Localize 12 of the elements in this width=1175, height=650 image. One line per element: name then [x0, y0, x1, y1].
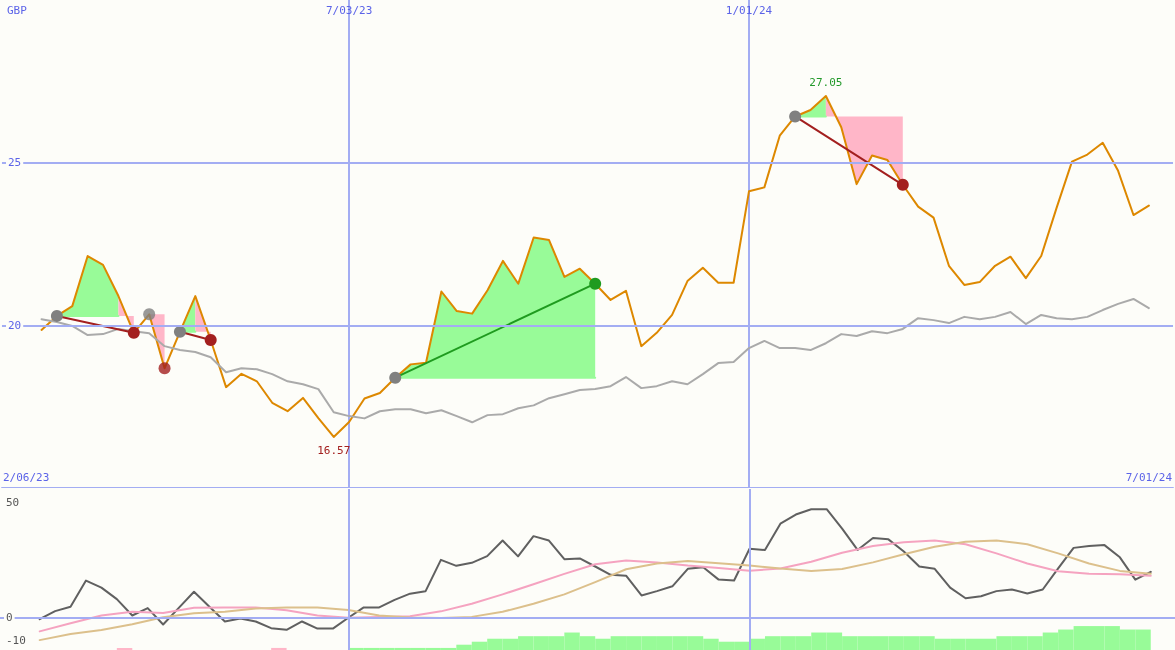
- y-tick-label: 20: [7, 318, 22, 332]
- y-axis-title: GBP: [6, 4, 28, 17]
- x2-tick-label: 7/03/23: [325, 4, 373, 17]
- y-tick-label: 50: [6, 496, 20, 510]
- annotation: 27.05: [809, 75, 843, 89]
- y-tick-label: 0: [6, 611, 13, 625]
- y-tick-label: -10: [6, 634, 26, 648]
- y-tick-label: 25: [7, 156, 22, 170]
- annotation: 16.57: [317, 443, 351, 457]
- x-tick-label: 7/01/24: [1125, 471, 1173, 484]
- x2-tick-label: 1/01/24: [725, 4, 773, 17]
- x-tick-label: 2/06/23: [2, 471, 50, 484]
